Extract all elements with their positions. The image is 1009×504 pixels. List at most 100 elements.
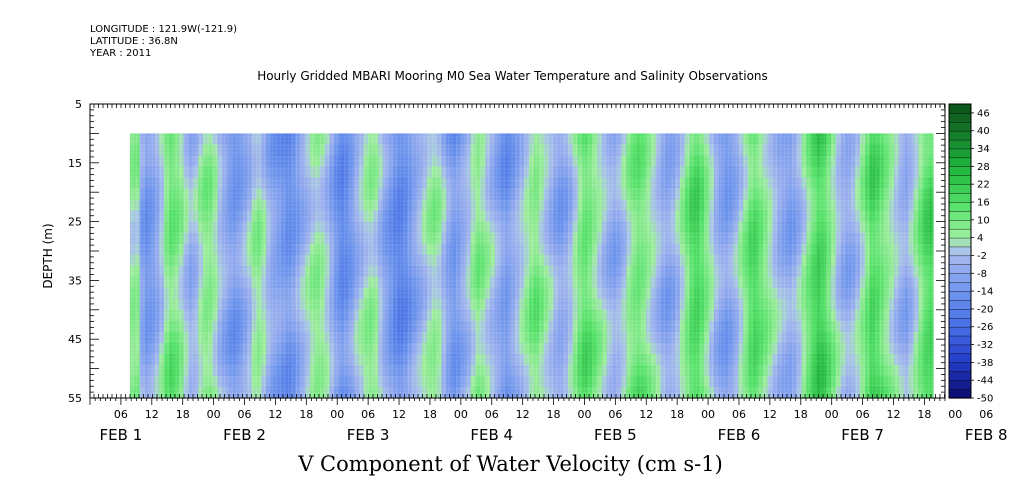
- x-hour-label: 06: [856, 408, 870, 421]
- colorbar-label: 34: [977, 144, 990, 155]
- colorbar-label: 16: [977, 198, 990, 209]
- y-tick-label: 45: [68, 333, 82, 346]
- colorbar-label: -50: [977, 394, 993, 405]
- colorbar-bin: [948, 362, 972, 372]
- x-day-label: FEB 1: [100, 426, 143, 444]
- colorbar-label: 10: [977, 215, 990, 226]
- x-hour-label: 12: [145, 408, 159, 421]
- colorbar-bin: [948, 246, 972, 257]
- colorbar-label: 4: [977, 233, 983, 244]
- y-tick-label: 25: [68, 216, 82, 229]
- colorbar-bin: [948, 192, 972, 203]
- colorbar-label: -44: [977, 376, 993, 387]
- x-hour-label: 12: [268, 408, 282, 421]
- x-day-label: FEB 2: [223, 426, 266, 444]
- colorbar-label: 22: [977, 180, 990, 191]
- longitude-text: LONGITUDE : 121.9W(-121.9): [90, 24, 237, 35]
- year-text: YEAR : 2011: [90, 48, 152, 59]
- colorbar-bin: [948, 353, 972, 363]
- x-hour-label: 06: [608, 408, 622, 421]
- x-axis: 06 12 18 00 06 12 18 00 06 12 18 00 06 12 18 00 06 12 18 00…: [89, 398, 1008, 444]
- colorbar-bin: [948, 379, 972, 390]
- colorbar-bin: [948, 388, 972, 399]
- y-tick-label: 5: [75, 98, 82, 111]
- x-hour-label: 12: [639, 408, 653, 421]
- x-hour-label: 18: [917, 408, 931, 421]
- colorbar-bin: [948, 273, 972, 283]
- colorbar-bin: [948, 183, 972, 194]
- colorbar-bin: [948, 308, 972, 319]
- colorbar-bin: [948, 112, 972, 123]
- colorbar-bin: [948, 290, 972, 301]
- colorbar-label: -14: [977, 287, 993, 298]
- colorbar-bin: [948, 335, 972, 346]
- chart-title: Hourly Gridded MBARI Mooring M0 Sea Wate…: [0, 69, 1009, 83]
- colorbar-bin: [948, 166, 972, 176]
- x-hour-label: 12: [516, 408, 530, 421]
- x-hour-label: 00: [948, 408, 962, 421]
- x-hour-label: 18: [670, 408, 684, 421]
- x-day-label: FEB 8: [965, 426, 1008, 444]
- x-hour-label: 12: [763, 408, 777, 421]
- colorbar-label: 40: [977, 126, 990, 137]
- heatmap-texture: [130, 133, 933, 398]
- colorbar-label: -38: [977, 358, 993, 369]
- colorbar-bin: [948, 326, 972, 337]
- x-hour-label: 00: [330, 408, 344, 421]
- x-hour-label: 06: [361, 408, 375, 421]
- y-tick-label: 55: [68, 392, 82, 405]
- colorbar-bin: [948, 344, 972, 355]
- x-day-label: FEB 4: [470, 426, 513, 444]
- colorbar-bin: [948, 130, 972, 141]
- colorbar-bin: [948, 148, 972, 159]
- colorbar-bin: [948, 139, 972, 150]
- x-hour-label: 18: [299, 408, 313, 421]
- x-day-label: FEB 6: [718, 426, 761, 444]
- x-hour-label: 18: [423, 408, 437, 421]
- colorbar-label: -26: [977, 322, 993, 333]
- x-hour-label: 00: [454, 408, 468, 421]
- colorbar-border: [948, 103, 972, 399]
- colorbar-bin: [948, 371, 972, 381]
- colorbar-bin: [948, 210, 972, 221]
- colorbar-bin: [948, 228, 972, 239]
- x-hour-label: 06: [238, 408, 252, 421]
- x-hour-label: 06: [114, 408, 128, 421]
- latitude-text: LATITUDE : 36.8N: [90, 36, 178, 47]
- x-hour-label: 00: [701, 408, 715, 421]
- colorbar-bin: [948, 201, 972, 212]
- x-axis-title: V Component of Water Velocity (cm s-1): [0, 452, 1009, 476]
- x-hour-label: 18: [176, 408, 190, 421]
- colorbar-bin: [948, 175, 972, 185]
- colorbar-bin: [948, 121, 972, 132]
- colorbar-label: -2: [977, 251, 987, 262]
- y-tick-label: 35: [68, 274, 82, 287]
- colorbar-bin: [948, 255, 972, 265]
- y-axis: 5 15 25 35 45 55: [68, 98, 945, 405]
- x-hour-label: 18: [794, 408, 808, 421]
- colorbar-bin: [948, 317, 972, 328]
- colorbar-label: 28: [977, 162, 990, 173]
- x-hour-label: 06: [732, 408, 746, 421]
- colorbar-label: -20: [977, 304, 993, 315]
- x-day-label: FEB 5: [594, 426, 637, 444]
- colorbar-bin: [948, 237, 972, 248]
- x-hour-label: 06: [485, 408, 499, 421]
- colorbar-bin: [948, 157, 972, 167]
- x-hour-label: 00: [577, 408, 591, 421]
- colorbar-bin: [948, 281, 972, 292]
- colorbar-bin: [948, 103, 972, 114]
- x-hour-label: 12: [886, 408, 900, 421]
- x-hour-label: 12: [392, 408, 406, 421]
- metadata-block: LONGITUDE : 121.9W(-121.9) LATITUDE : 36…: [90, 24, 237, 60]
- x-hour-label: 00: [825, 408, 839, 421]
- x-axis-title-text: V Component of Water Velocity (cm s-1): [298, 452, 723, 476]
- colorbar-bin: [948, 299, 972, 310]
- colorbar: 46 40 34 28 22 16 10 4 -2 -8 -14 -20 -26 -32 -38 -44 -50: [948, 103, 993, 405]
- x-day-label: FEB 7: [841, 426, 884, 444]
- chart-title-text: Hourly Gridded MBARI Mooring M0 Sea Wate…: [257, 69, 768, 83]
- colorbar-label: -32: [977, 340, 993, 351]
- colorbar-label: 46: [977, 108, 990, 119]
- colorbar-bin: [948, 219, 972, 230]
